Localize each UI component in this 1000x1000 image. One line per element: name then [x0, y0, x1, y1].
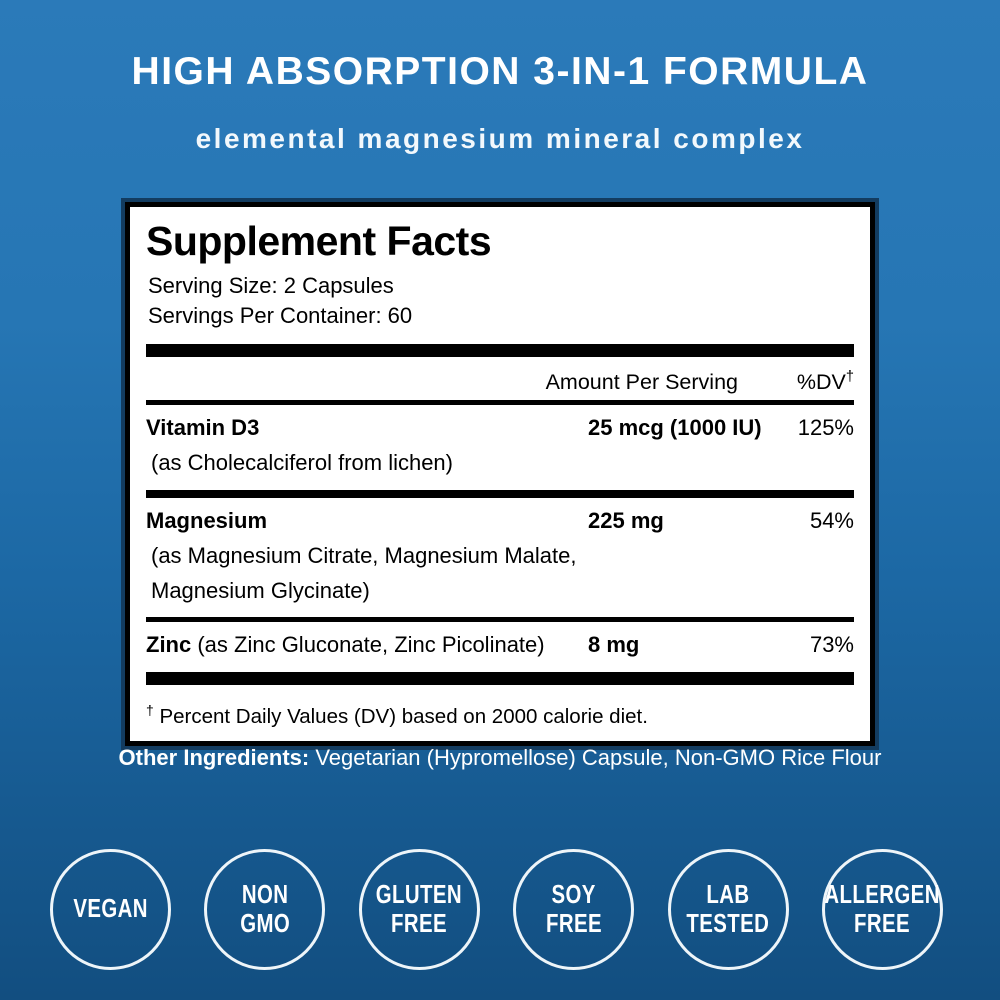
subheadline: elemental magnesium mineral complex: [195, 123, 805, 154]
headline: HIGH ABSORPTION 3-IN-1 FORMULA: [131, 50, 869, 93]
other-ingredients-value: Vegetarian (Hypromellose) Capsule, Non-G…: [309, 745, 882, 770]
divider-header: [146, 400, 854, 406]
nutrient-source-note: (as Magnesium Citrate, Magnesium Malate,: [151, 543, 577, 569]
nutrient-amount: 8 mg: [588, 632, 640, 658]
badge-allergen-free: ALLERGEN FREE: [821, 849, 943, 970]
badge-soy-free: SOY FREE: [513, 849, 635, 970]
nutrient-source-inline: (as Zinc Gluconate, Zinc Picolinate): [191, 632, 545, 658]
table-header-row: Amount Per Serving %DV†: [146, 357, 854, 400]
column-dv: %DV†: [796, 369, 854, 395]
facts-title: Supplement Facts: [146, 218, 492, 264]
serving-size: Serving Size: 2 Capsules: [148, 273, 394, 298]
nutrient-name: Zinc (as Zinc Gluconate, Zinc Picolinate…: [146, 632, 545, 658]
nutrient-amount: 25 mcg (1000 IU): [588, 415, 762, 441]
divider-thick-top: [146, 344, 854, 357]
table-row-zinc: Zinc (as Zinc Gluconate, Zinc Picolinate…: [146, 622, 854, 659]
divider-row-2: [146, 617, 854, 623]
servings-per-container: Servings Per Container: 60: [148, 303, 413, 328]
supplement-facts-panel: Supplement Facts Serving Size: 2 Capsule…: [125, 202, 875, 746]
badge-row: VEGAN NON GMO GLUTEN FREE SOY FREE LAB TESTE…: [50, 849, 943, 970]
nutrient-source-note: (as Cholecalciferol from lichen): [151, 450, 453, 476]
divider-row-1: [146, 490, 854, 499]
badge-gluten-free: GLUTEN FREE: [358, 849, 480, 970]
badge-vegan: VEGAN: [50, 849, 171, 970]
nutrient-amount: 225 mg: [588, 508, 664, 534]
table-row-magnesium: Magnesium 225 mg 54%: [146, 498, 854, 535]
hero-header: HIGH ABSORPTION 3-IN-1 FORMULA elemental…: [0, 0, 1000, 155]
nutrient-name: Magnesium: [146, 508, 268, 534]
nutrient-name: Vitamin D3: [146, 415, 260, 441]
other-ingredients: Other Ingredients: Vegetarian (Hypromell…: [0, 744, 1000, 772]
dv-footnote: † Percent Daily Values (DV) based on 200…: [146, 702, 648, 728]
dv-dagger: †: [845, 369, 854, 385]
footnote-dagger: †: [146, 702, 154, 719]
other-ingredients-label: Other Ingredients:: [118, 745, 310, 770]
badge-non-gmo: NON GMO: [204, 849, 326, 970]
column-amount-per-serving: Amount Per Serving: [545, 370, 738, 395]
nutrient-dv: 54%: [809, 508, 854, 534]
nutrient-dv: 125%: [797, 415, 854, 441]
nutrient-source-note-2: Magnesium Glycinate): [151, 578, 370, 604]
nutrient-dv: 73%: [809, 632, 854, 658]
divider-thick-bottom: [146, 672, 854, 686]
table-row-vitamin-d3: Vitamin D3 25 mcg (1000 IU) 125%: [146, 405, 854, 442]
badge-lab-tested: LAB TESTED: [667, 849, 789, 970]
